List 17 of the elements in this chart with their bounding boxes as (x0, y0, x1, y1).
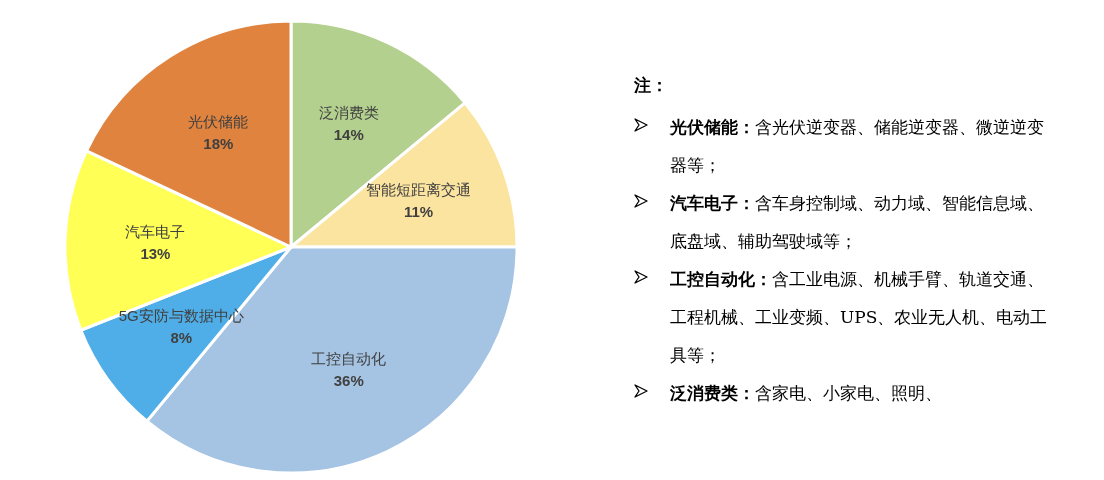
data-label: 13% (140, 244, 171, 262)
text: 泛消费类：含家电、小家电、照明、 (670, 382, 943, 405)
slice-label: 5G安防与数据中心 (118, 306, 244, 324)
slice-label: 泛消费类 (318, 104, 379, 122)
data-label: 18% (203, 134, 234, 152)
data-label: 36% (333, 371, 364, 389)
data-label: 8% (170, 328, 193, 346)
text: 工控自动化：含工业电源、机械手臂、轨道交通、工程机械、工业变频、UPS、农业无人机、电动工具等； (670, 268, 1049, 367)
text: 注： (634, 74, 669, 97)
text: 汽车电子：含车身控制域、动力域、智能信息域、底盘域、辅助驾驶域等； (670, 192, 1045, 253)
data-label: 11% (403, 203, 434, 221)
text: 光伏储能：含光伏逆变器、储能逆变器、微逆逆变器等； (670, 117, 1044, 175)
data-label: 14% (333, 126, 364, 144)
slice-label: 智能短距离交通 (366, 181, 472, 199)
slice-label: 汽车电子 (125, 222, 186, 240)
slice-label: 工控自动化 (311, 349, 387, 367)
slice-label: 光伏储能 (188, 112, 249, 130)
